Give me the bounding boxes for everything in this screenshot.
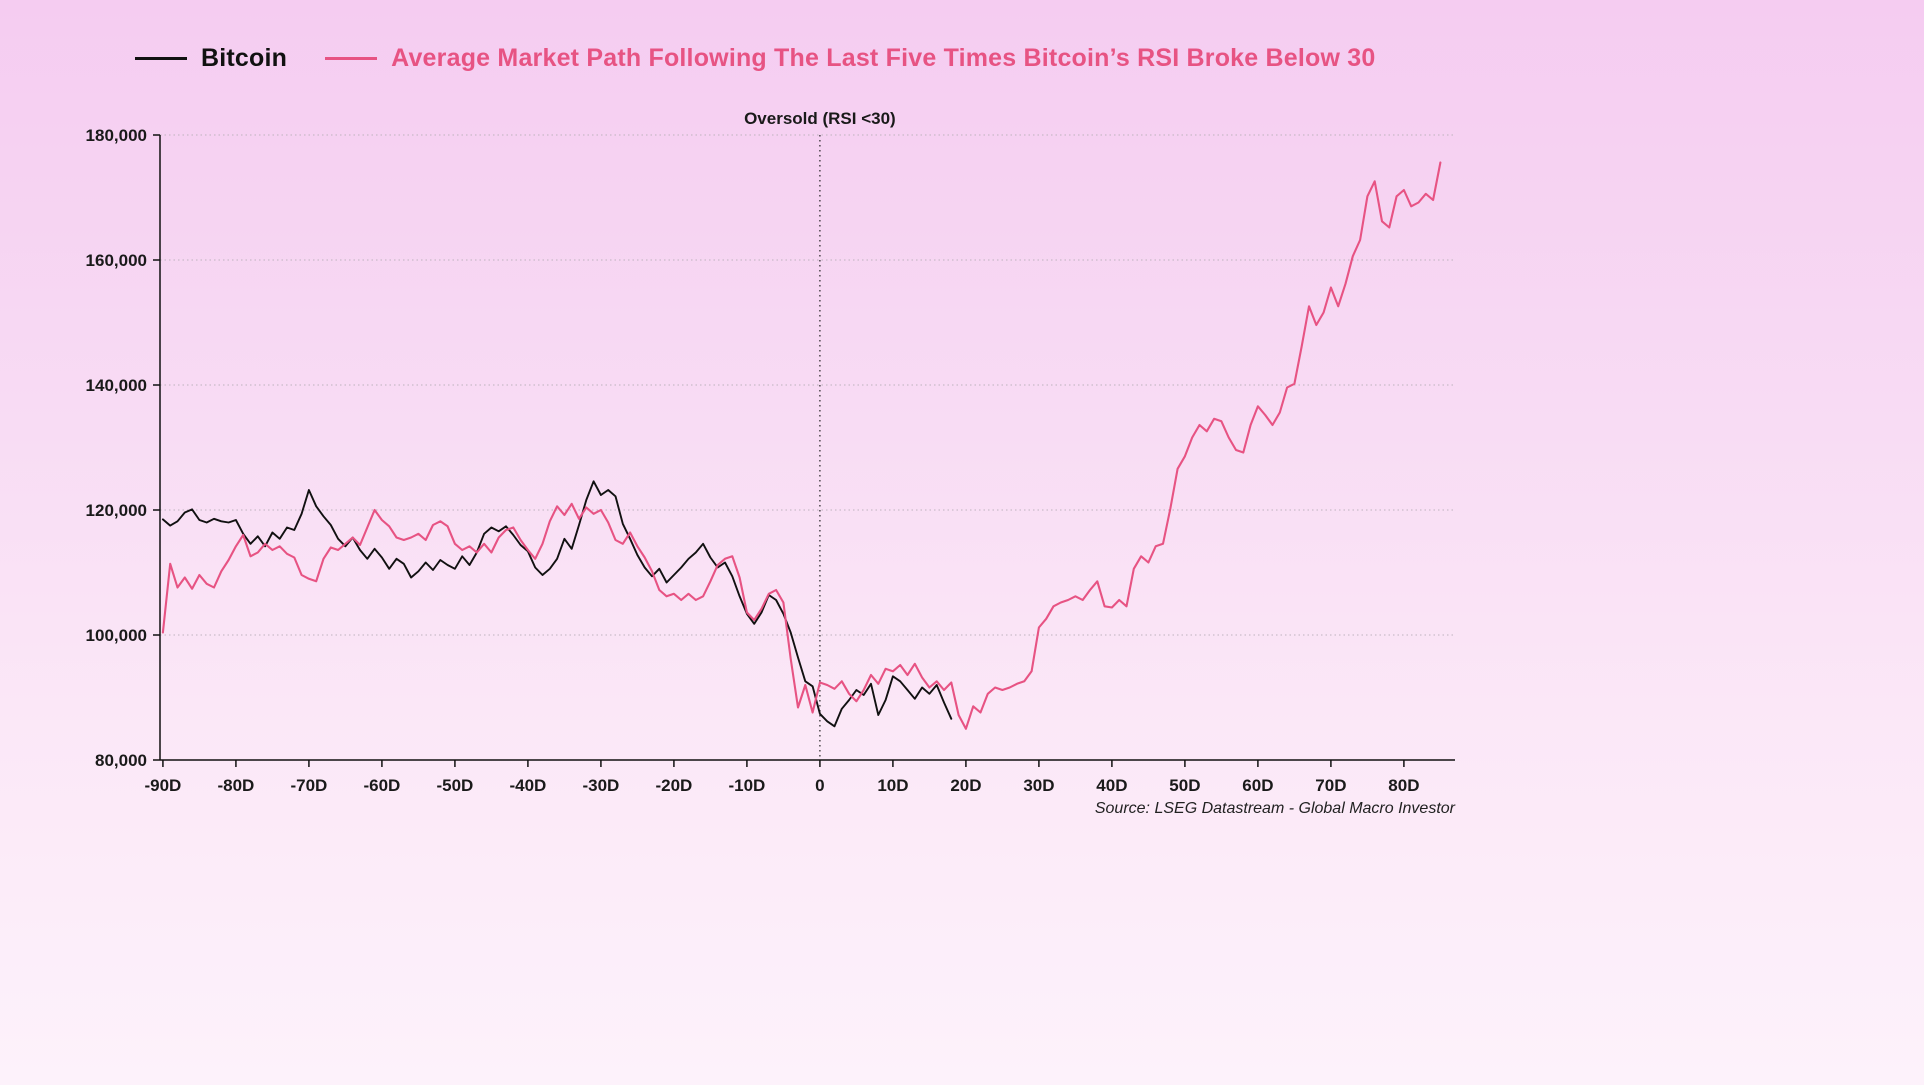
x-tick-label: 50D <box>1169 776 1200 795</box>
average-path-line <box>161 161 1442 730</box>
x-tick-label: 10D <box>877 776 908 795</box>
x-tick-label: 70D <box>1315 776 1346 795</box>
x-tick-label: -40D <box>509 776 546 795</box>
legend-item-average-path: Average Market Path Following The Last F… <box>325 44 1375 73</box>
y-tick-label: 80,000 <box>95 751 147 770</box>
average-path-line-swatch <box>325 57 378 60</box>
x-tick-label: -80D <box>217 776 254 795</box>
chart-legend: Bitcoin Average Market Path Following Th… <box>135 44 1376 73</box>
x-tick-label: 80D <box>1388 776 1419 795</box>
bitcoin-line-swatch <box>135 57 187 60</box>
x-tick-label: -20D <box>655 776 692 795</box>
y-tick-label: 180,000 <box>86 126 147 145</box>
bitcoin-legend-label: Bitcoin <box>201 44 288 72</box>
x-tick-label: 30D <box>1023 776 1054 795</box>
y-tick-label: 160,000 <box>86 251 147 270</box>
x-tick-label: 60D <box>1242 776 1273 795</box>
x-tick-label: 40D <box>1096 776 1127 795</box>
x-tick-label: -50D <box>436 776 473 795</box>
x-tick-label: -90D <box>144 776 181 795</box>
y-tick-label: 100,000 <box>86 626 147 645</box>
price-path-chart: 80,000 100,000 120,000 140,000 160,000 180,00… <box>86 110 1455 795</box>
x-tick-label: -10D <box>728 776 765 795</box>
oversold-label: Oversold (RSI <30) <box>744 110 896 128</box>
x-tick-label: -30D <box>582 776 619 795</box>
bitcoin-line <box>161 480 953 728</box>
y-tick-label: 140,000 <box>86 376 147 395</box>
x-tick-label: 0 <box>815 776 824 795</box>
legend-item-bitcoin: Bitcoin <box>135 44 287 73</box>
x-tick-label: 20D <box>950 776 981 795</box>
x-tick-label: -70D <box>290 776 327 795</box>
x-tick-label: -60D <box>363 776 400 795</box>
source-note: Source: LSEG Datastream - Global Macro I… <box>1094 800 1455 817</box>
average-path-legend-label: Average Market Path Following The Last F… <box>391 44 1376 72</box>
y-tick-label: 120,000 <box>86 501 147 520</box>
